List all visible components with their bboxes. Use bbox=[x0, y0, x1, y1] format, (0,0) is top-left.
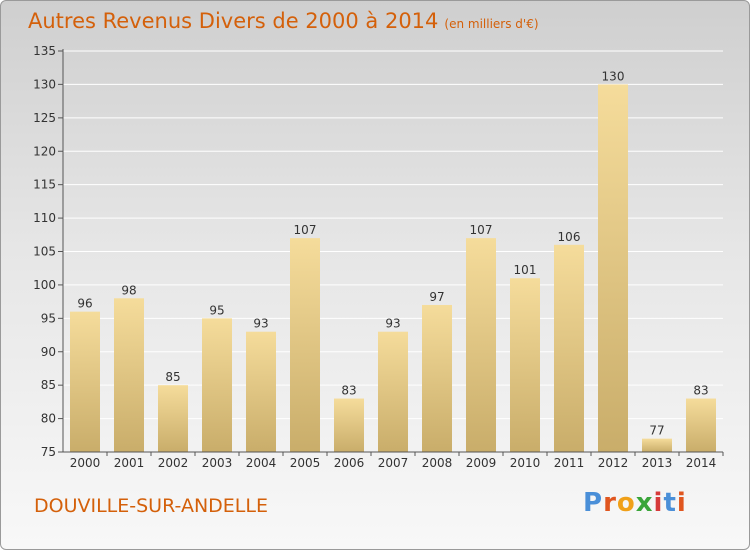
data-label: 77 bbox=[649, 424, 664, 438]
chart-subtitle: (en milliers d'€) bbox=[444, 17, 539, 31]
x-tick-label: 2010 bbox=[510, 456, 541, 470]
x-tick-label: 2013 bbox=[642, 456, 673, 470]
bar bbox=[598, 84, 628, 453]
bar bbox=[158, 385, 188, 452]
data-label: 130 bbox=[602, 69, 625, 83]
x-tick-label: 2014 bbox=[686, 456, 717, 470]
data-labels: 96 98 85 95 93 107 83 93 97 107 101 106 130 77 83 bbox=[77, 69, 708, 437]
x-tick-label: 2006 bbox=[334, 456, 365, 470]
data-label: 95 bbox=[209, 303, 224, 317]
logo-letter: x bbox=[635, 488, 654, 518]
bar bbox=[114, 298, 144, 452]
y-tick-label: 80 bbox=[41, 412, 56, 426]
bar bbox=[378, 331, 408, 452]
y-tick-label: 105 bbox=[33, 245, 56, 259]
logo-letter: o bbox=[616, 488, 636, 518]
bar bbox=[466, 238, 496, 452]
x-tick-label: 2003 bbox=[202, 456, 233, 470]
data-label: 107 bbox=[294, 223, 317, 237]
data-label: 97 bbox=[429, 290, 444, 304]
x-tick-label: 2007 bbox=[378, 456, 409, 470]
data-label: 106 bbox=[558, 230, 581, 244]
y-tick-label: 120 bbox=[33, 144, 56, 158]
y-tick-label: 115 bbox=[33, 178, 56, 192]
y-tick-label: 130 bbox=[33, 77, 56, 91]
logo-letter: i bbox=[653, 488, 664, 518]
data-label: 101 bbox=[514, 263, 537, 277]
y-tick-label: 135 bbox=[33, 44, 56, 58]
y-axis: 75 80 85 90 95 100 105 110 115 120 125 130 135 bbox=[33, 44, 64, 459]
bar bbox=[246, 331, 276, 452]
y-tick-label: 110 bbox=[33, 211, 56, 225]
y-tick-label: 100 bbox=[33, 278, 56, 292]
x-tick-label: 2002 bbox=[158, 456, 189, 470]
x-tick-label: 2000 bbox=[70, 456, 101, 470]
bar bbox=[334, 398, 364, 452]
y-tick-label: 90 bbox=[41, 345, 56, 359]
bar bbox=[422, 304, 452, 452]
bar bbox=[686, 398, 716, 452]
logo-letter: P bbox=[583, 488, 604, 518]
data-label: 85 bbox=[165, 370, 180, 384]
bar bbox=[70, 311, 100, 452]
x-tick-label: 2005 bbox=[290, 456, 321, 470]
chart-title: Autres Revenus Divers de 2000 à 2014 bbox=[28, 9, 439, 33]
y-tick-label: 95 bbox=[41, 311, 56, 325]
data-label: 98 bbox=[121, 283, 136, 297]
data-label: 93 bbox=[385, 317, 400, 331]
chart-title-block: Autres Revenus Divers de 2000 à 2014 (en … bbox=[28, 9, 539, 33]
data-label: 93 bbox=[253, 317, 268, 331]
logo-letter: r bbox=[603, 488, 617, 518]
data-label: 96 bbox=[77, 297, 92, 311]
x-tick-label: 2001 bbox=[114, 456, 145, 470]
logo-letter: t bbox=[663, 488, 677, 518]
y-tick-label: 125 bbox=[33, 111, 56, 125]
bar bbox=[510, 278, 540, 452]
bar bbox=[642, 438, 672, 452]
bar bbox=[554, 244, 584, 452]
data-label: 83 bbox=[693, 384, 708, 398]
logo-letter: i bbox=[676, 488, 687, 518]
data-label: 83 bbox=[341, 384, 356, 398]
y-tick-label: 75 bbox=[41, 445, 56, 459]
y-tick-label: 85 bbox=[41, 378, 56, 392]
x-tick-label: 2008 bbox=[422, 456, 453, 470]
x-tick-label: 2011 bbox=[554, 456, 585, 470]
commune-name: DOUVILLE-SUR-ANDELLE bbox=[34, 495, 268, 517]
bar bbox=[202, 318, 232, 452]
data-label: 107 bbox=[470, 223, 493, 237]
x-tick-label: 2009 bbox=[466, 456, 497, 470]
bar bbox=[290, 238, 320, 452]
bars bbox=[70, 84, 716, 453]
x-tick-label: 2004 bbox=[246, 456, 277, 470]
x-axis: 2000 2001 2002 2003 2004 2005 2006 2007 2008 2009… bbox=[63, 451, 724, 470]
x-tick-label: 2012 bbox=[598, 456, 629, 470]
proxiti-logo: Proxiti bbox=[583, 488, 687, 518]
